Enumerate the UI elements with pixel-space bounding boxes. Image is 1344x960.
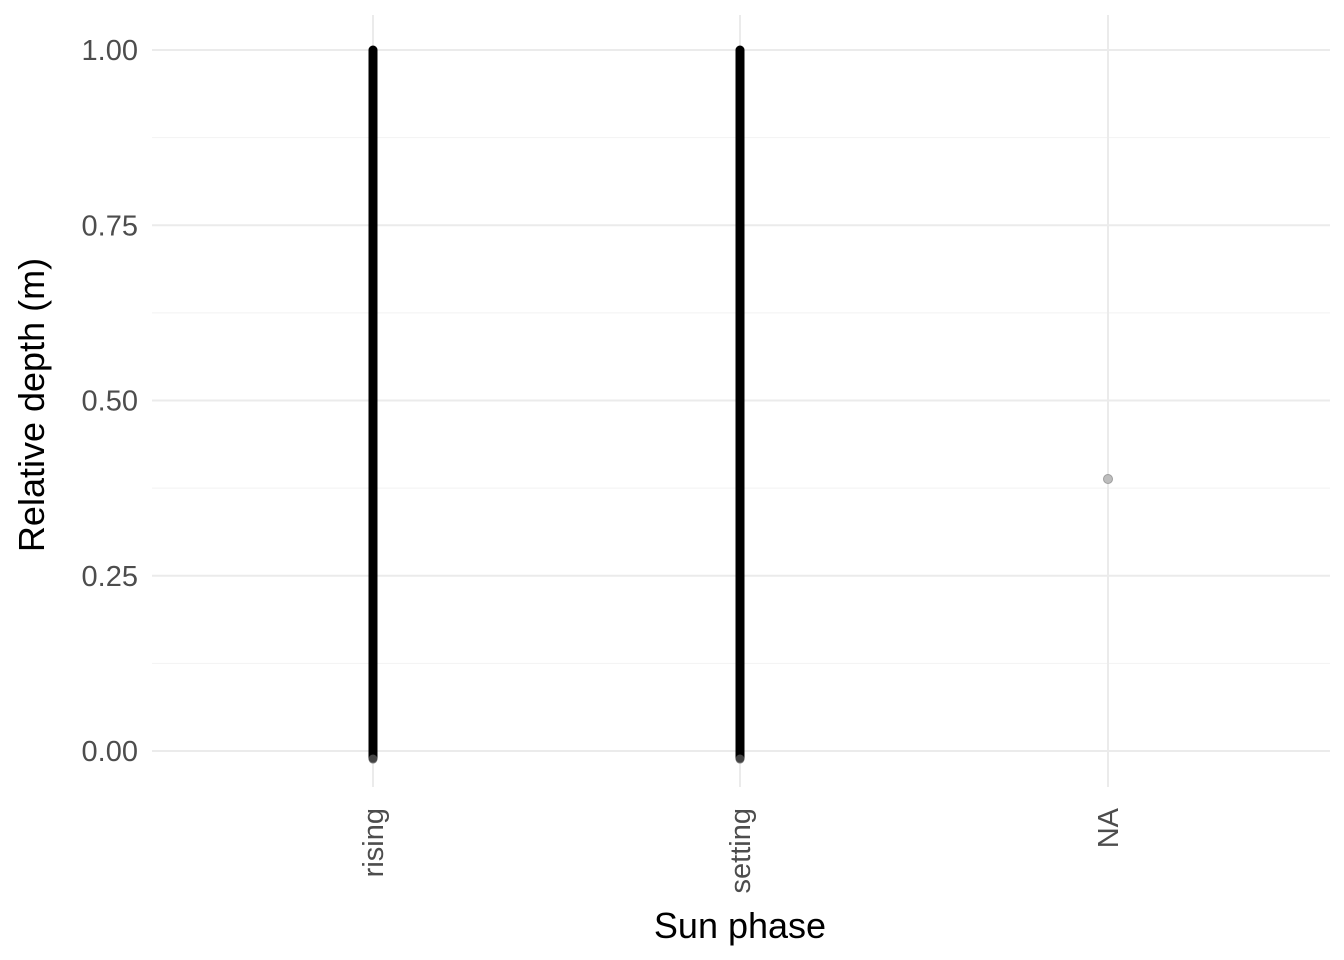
y-axis-title: Relative depth (m): [11, 258, 52, 552]
x-axis-title: Sun phase: [654, 905, 826, 946]
x-tick-label: NA: [1093, 807, 1125, 848]
y-tick-label: 0.50: [82, 386, 138, 418]
y-tick-label: 0.75: [82, 210, 138, 242]
y-tick-label: 0.00: [82, 736, 138, 768]
x-tick-label: setting: [725, 808, 757, 893]
y-tick-label: 0.25: [82, 561, 138, 593]
data-point-NA: [1103, 474, 1113, 485]
y-tick-label: 1.00: [82, 35, 138, 67]
x-tick-label: rising: [358, 808, 390, 877]
data-point: [368, 754, 378, 764]
series-setting: [735, 45, 745, 764]
data-point: [735, 754, 745, 764]
x-axis-ticks: rising setting NA: [358, 807, 1125, 893]
data-points: [368, 45, 1113, 764]
y-axis-ticks: 0.00 0.25 0.50 0.75 1.00: [82, 35, 138, 768]
series-rising: [368, 45, 378, 764]
